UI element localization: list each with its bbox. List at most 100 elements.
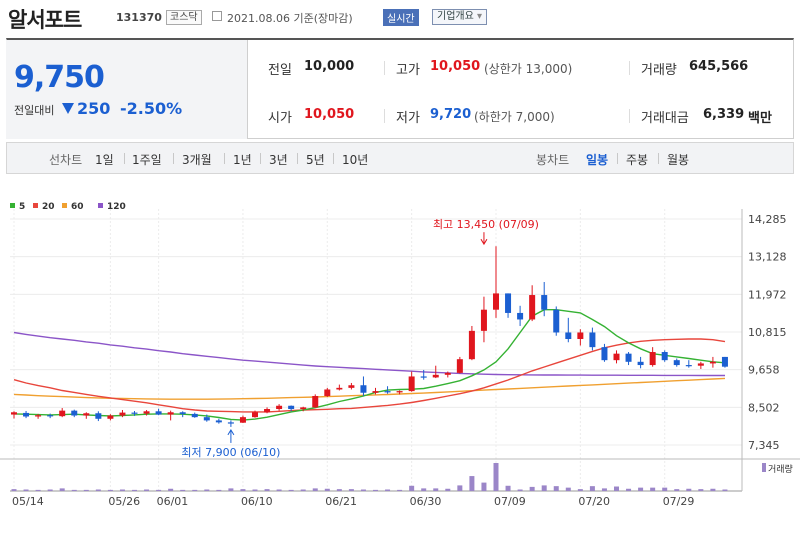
volume-bar [517,489,523,491]
candle-body [613,353,620,361]
current-price: 9,750 [14,60,105,95]
divider [629,109,630,123]
tab-divider [617,153,618,164]
candle-body [468,330,475,360]
volume-bar [156,489,162,491]
volume-bar [288,489,294,491]
volume-bar [626,488,632,491]
volume-bar [59,488,65,491]
candle-body [625,353,632,362]
chevron-down-icon: ▾ [477,11,483,22]
candle-chart-label: 봉차트 [536,153,570,167]
volume-bar [469,476,475,491]
tab-1-day[interactable]: 1일 [95,153,114,167]
candle-body [35,415,42,417]
realtime-button[interactable]: 실시간 [383,9,419,26]
tab-5-years[interactable]: 5년 [306,153,325,167]
candle-body [396,391,403,393]
volume-bar [553,486,559,491]
market-badge: 코스닥 [166,10,202,25]
volume-bar [312,488,318,491]
tab-10-years[interactable]: 10년 [342,153,369,167]
ma5-line [13,308,726,421]
candle-body [131,412,138,414]
candle-body [11,412,17,415]
candle-body [372,391,379,393]
y-tick-label: 10,815 [748,326,787,339]
tab-divider [297,153,298,164]
tab-1-week[interactable]: 1주일 [132,153,162,167]
price-chart[interactable]: 5 20 60 120 14,285 13,128 11,972 10,815 9,65… [0,195,800,535]
volume-bar [686,488,692,491]
volume-bar [445,488,451,491]
tab-weekly-candle[interactable]: 주봉 [626,153,649,167]
upper-limit: (상한가 13,000) [484,62,573,76]
volume-bar [457,485,463,491]
low-value: 9,720 [430,107,472,122]
amount-value: 6,339 [703,107,745,122]
volume-bar [397,489,403,491]
candle-body [673,360,680,366]
volume-bar [722,489,728,491]
volume-bar [71,489,77,491]
candle-body [71,410,78,416]
high-annotation: 최고 13,450 (07/09) [433,218,539,231]
volume-bar [589,486,595,491]
moving-average-lines [13,308,726,421]
candle-body [107,415,114,419]
tab-1-year[interactable]: 1년 [233,153,252,167]
tab-divider [260,153,261,164]
y-tick-label: 13,128 [748,251,787,264]
candle-body [119,412,126,416]
volume-bar [698,489,704,491]
tab-daily-candle[interactable]: 일봉 [586,153,609,167]
candle-body [541,295,548,310]
volume-bar [565,487,571,491]
y-axis-ticks: 14,285 13,128 11,972 10,815 9,658 8,502 7,345 [748,213,787,452]
candle-body [577,332,584,340]
legend-ma20: 20 [42,202,55,212]
change-label: 전일대비 [14,104,55,117]
company-overview-label: 기업개요 [437,11,474,22]
x-tick-label: 06/30 [410,495,442,508]
candle-body [215,420,222,423]
divider [629,61,630,75]
x-tick-label: 05/14 [12,495,44,508]
high-label: 고가 [396,63,420,78]
volume-bar [132,489,137,491]
candle-body [456,359,463,373]
candle-body [480,309,487,331]
candle-body [95,413,102,419]
volume-bar [529,486,535,491]
tab-divider [124,153,125,164]
calendar-icon [212,11,222,21]
chart-tab-bar [6,142,794,174]
candle-body [143,411,150,414]
tab-3-years[interactable]: 3년 [269,153,288,167]
candle-body [601,347,608,361]
candle-body [420,376,427,378]
price-change: 250 [77,99,111,118]
chart-grid [0,209,800,492]
candle-body [649,352,656,366]
legend-ma5: 5 [19,202,25,212]
candle-body [239,417,246,423]
volume-bar [95,489,101,491]
volume-bar [47,489,53,491]
low-label: 저가 [396,111,420,126]
divider [384,61,385,75]
candle-body [493,293,499,310]
volume-bar [228,488,234,491]
volume-bar [168,488,174,491]
tab-monthly-candle[interactable]: 월봉 [667,153,690,167]
line-chart-label: 선차트 [49,153,83,167]
company-overview-button[interactable]: 기업개요 ▾ [432,9,488,25]
candle-body [191,413,198,418]
volume-bar [662,487,668,491]
candle-body [288,405,295,410]
candle-body [336,387,343,390]
x-tick-label: 06/10 [241,495,273,508]
volume-bar [360,489,366,491]
tab-divider [658,153,659,164]
tab-3-months[interactable]: 3개월 [182,153,212,167]
